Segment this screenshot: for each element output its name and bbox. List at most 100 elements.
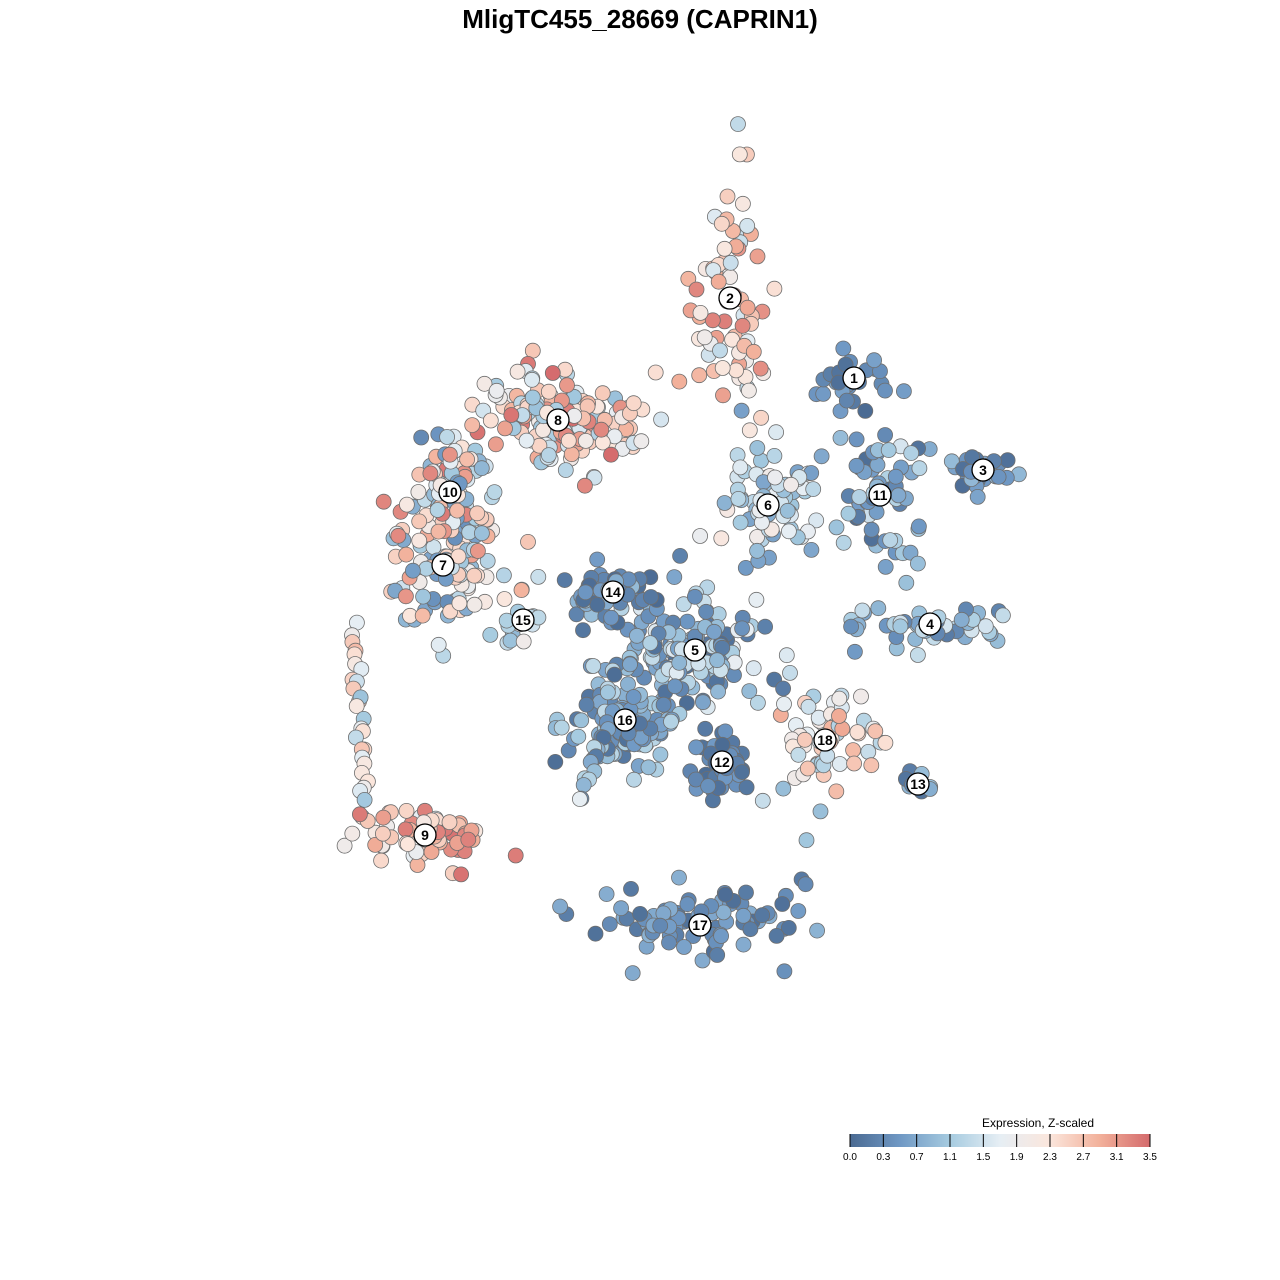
data-point [671, 654, 688, 671]
data-point [560, 432, 577, 449]
data-point [857, 402, 874, 419]
cluster-label-12: 12 [710, 750, 734, 774]
data-point [728, 362, 744, 379]
data-point [647, 364, 664, 381]
data-point [734, 317, 751, 334]
colorbar [850, 1134, 1150, 1147]
data-point [848, 431, 865, 448]
data-point [775, 780, 792, 797]
data-point [910, 647, 926, 663]
data-point [632, 906, 648, 922]
data-point [553, 719, 570, 736]
data-point [697, 720, 714, 737]
data-point [450, 548, 467, 565]
data-point [399, 836, 416, 852]
data-point [479, 553, 496, 569]
data-point [754, 907, 771, 924]
cluster-label-circle [971, 458, 995, 482]
data-point [573, 712, 590, 729]
cluster-label-text: 7 [439, 557, 447, 573]
data-point [629, 627, 645, 644]
cluster-label-circle [683, 638, 707, 662]
data-point [896, 383, 912, 400]
data-point [853, 688, 869, 705]
cluster-label-circle [613, 708, 637, 732]
data-point [767, 469, 783, 486]
data-point [626, 771, 642, 788]
data-point [556, 572, 573, 588]
data-point [473, 525, 490, 542]
data-point [524, 342, 541, 359]
data-point [540, 447, 557, 464]
cluster-label-4: 4 [918, 612, 942, 636]
data-point [898, 574, 915, 591]
data-point [356, 792, 373, 808]
data-point [828, 783, 845, 800]
data-point [722, 254, 739, 271]
data-point [459, 451, 476, 468]
data-point [679, 896, 696, 913]
cluster-label-5: 5 [683, 638, 707, 662]
data-point [995, 607, 1011, 624]
cluster-label-circle [842, 366, 866, 390]
data-point [863, 757, 880, 774]
data-point [603, 446, 619, 463]
data-point [730, 490, 747, 507]
data-point [398, 803, 415, 819]
colorbar-legend: Expression, Z-scaled 0.0 0.3 0.7 1.1 1.5 1.9 2… [843, 1116, 1157, 1163]
data-point [587, 925, 604, 942]
data-point [774, 896, 791, 912]
data-point [429, 502, 446, 518]
data-point [622, 656, 638, 673]
cluster-label-2: 2 [718, 286, 742, 310]
data-point [688, 739, 704, 756]
data-point [398, 496, 415, 513]
data-point [351, 806, 368, 823]
data-point [524, 371, 540, 388]
data-point [414, 607, 431, 624]
data-point [568, 606, 585, 623]
data-point [748, 591, 765, 608]
data-point [530, 569, 547, 585]
data-point [513, 582, 530, 598]
data-point [348, 698, 365, 714]
data-point [572, 791, 588, 807]
data-point [589, 551, 606, 568]
data-point [903, 445, 920, 462]
data-point [577, 432, 594, 449]
cluster-label-text: 15 [515, 612, 531, 628]
chart-title: MligTC455_28669 (CAPRIN1) [462, 4, 818, 34]
data-point [882, 532, 899, 548]
data-point [430, 523, 447, 540]
data-point [741, 683, 758, 699]
data-point [783, 476, 799, 493]
data-point [570, 728, 587, 745]
cluster-label-15: 15 [511, 608, 535, 632]
data-point [739, 299, 756, 316]
data-point [768, 424, 784, 441]
data-point [851, 489, 868, 505]
data-point [441, 814, 458, 831]
data-point [666, 569, 683, 585]
data-point [397, 821, 414, 838]
data-point [712, 342, 728, 359]
cluster-label-14: 14 [601, 580, 625, 604]
data-point [688, 771, 704, 788]
data-point [877, 382, 893, 399]
data-point [753, 409, 769, 426]
data-point [643, 589, 659, 605]
cluster-label-circle [511, 608, 535, 632]
data-point [717, 723, 734, 740]
cluster-label-text: 14 [605, 584, 621, 600]
data-point [374, 825, 391, 842]
data-point [613, 900, 629, 917]
data-point [575, 777, 592, 793]
data-point [679, 613, 696, 630]
data-point [863, 521, 880, 538]
data-point [589, 596, 606, 613]
colorbar-tick-label: 0.0 [843, 1152, 857, 1163]
cluster-label-circle [756, 493, 780, 517]
data-point [877, 427, 893, 443]
data-point [782, 665, 798, 681]
data-point [603, 609, 620, 626]
